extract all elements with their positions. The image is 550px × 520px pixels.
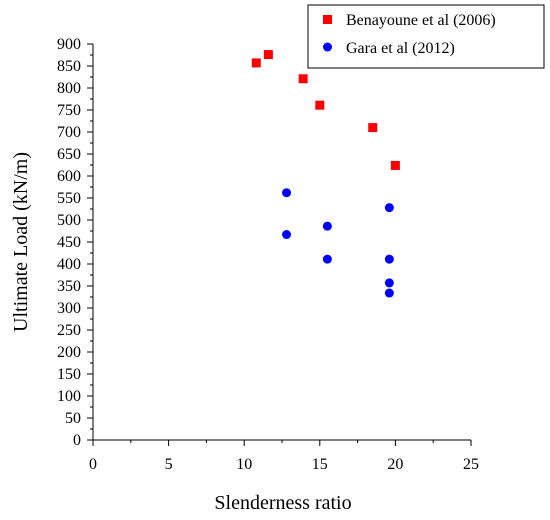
y-tick-label: 900 bbox=[57, 36, 81, 53]
data-point-gara bbox=[384, 288, 394, 298]
y-axis-label: Ultimate Load (kN/m) bbox=[10, 152, 32, 332]
legend-box bbox=[307, 4, 545, 69]
y-tick-label: 550 bbox=[57, 190, 81, 207]
legend-label-benayoune: Benayoune et al (2006) bbox=[346, 12, 496, 29]
legend-label-gara: Gara et al (2012) bbox=[346, 40, 455, 57]
data-point-benayoune bbox=[263, 50, 273, 60]
y-tick-label: 700 bbox=[57, 124, 81, 141]
y-tick-label: 500 bbox=[57, 212, 81, 229]
y-tick-label: 200 bbox=[57, 344, 81, 361]
y-tick-label: 250 bbox=[57, 322, 81, 339]
data-point-gara bbox=[384, 203, 394, 213]
legend: Benayoune et al (2006) Gara et al (2012) bbox=[307, 4, 545, 69]
legend-marker-benayoune bbox=[323, 15, 332, 24]
y-tick-label: 50 bbox=[65, 410, 81, 427]
y-tick-label: 150 bbox=[57, 366, 81, 383]
y-tick-label: 850 bbox=[57, 58, 81, 75]
x-axis-label: Slenderness ratio bbox=[214, 492, 351, 514]
y-axis: 0 50 100 150 200 250 300 350 400 450 500 550 600 650 7… bbox=[57, 36, 94, 449]
data-point-benayoune bbox=[298, 74, 308, 84]
x-tick-label: 0 bbox=[89, 456, 97, 473]
y-tick-label: 350 bbox=[57, 278, 81, 295]
x-tick-label: 15 bbox=[312, 456, 328, 473]
x-axis: 0 5 10 15 20 25 bbox=[89, 439, 479, 473]
x-tick-label: 25 bbox=[463, 456, 479, 473]
y-tick-label: 600 bbox=[57, 168, 81, 185]
data-point-benayoune bbox=[251, 58, 261, 68]
data-point-benayoune bbox=[315, 100, 325, 110]
data-point-gara bbox=[282, 230, 292, 240]
y-tick-label: 0 bbox=[73, 432, 81, 449]
data-point-benayoune bbox=[390, 160, 400, 170]
x-tick-label: 20 bbox=[387, 456, 403, 473]
data-point-gara bbox=[384, 254, 394, 264]
data-point-gara bbox=[322, 221, 332, 231]
legend-marker-gara bbox=[323, 42, 332, 52]
data-point-gara bbox=[384, 278, 394, 288]
y-tick-label: 450 bbox=[57, 234, 81, 251]
y-tick-label: 400 bbox=[57, 256, 81, 273]
data-point-gara bbox=[322, 254, 332, 264]
data-point-benayoune bbox=[368, 123, 378, 133]
y-tick-label: 650 bbox=[57, 146, 81, 163]
y-tick-label: 800 bbox=[57, 80, 81, 97]
y-tick-label: 100 bbox=[57, 388, 81, 405]
data-points bbox=[251, 50, 400, 298]
x-tick-label: 10 bbox=[236, 456, 252, 473]
y-tick-label: 750 bbox=[57, 102, 81, 119]
x-tick-label: 5 bbox=[165, 456, 173, 473]
y-tick-label: 300 bbox=[57, 300, 81, 317]
data-point-gara bbox=[282, 188, 292, 198]
